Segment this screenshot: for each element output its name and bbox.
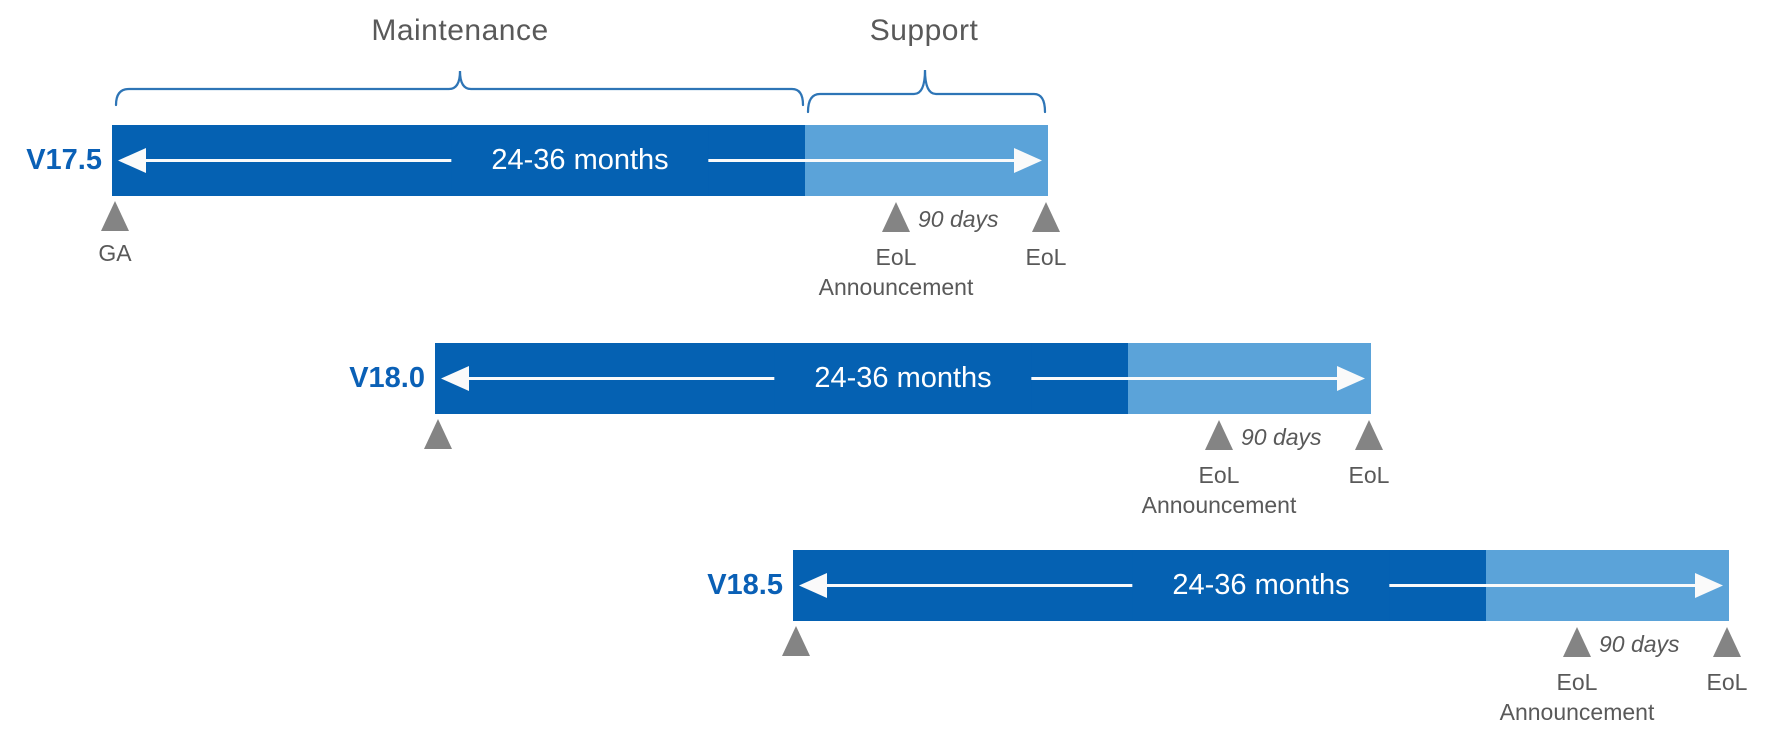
eol-announcement-marker-icon — [1563, 627, 1591, 657]
support-segment — [1128, 343, 1371, 414]
maintenance-phase-label: Maintenance — [371, 14, 549, 47]
eol-announcement-marker-icon — [882, 202, 910, 232]
eol-label: EoL — [1706, 669, 1748, 695]
support-brace — [806, 69, 1047, 114]
maintenance-segment — [435, 343, 1128, 414]
double-arrow-icon — [441, 366, 1365, 391]
support-phase-label: Support — [869, 14, 979, 47]
version-label: V18.5 — [707, 569, 783, 601]
eol-announcement-marker-icon — [1205, 420, 1233, 450]
eol-announcement-label-line2: Announcement — [818, 274, 974, 300]
ga-label: GA — [98, 240, 132, 266]
eol-marker-icon — [1032, 202, 1060, 232]
duration-label: 24-36 months — [1132, 550, 1390, 621]
eol-marker-icon — [1355, 420, 1383, 450]
version-label: V18.0 — [349, 362, 425, 394]
eol-announcement-label-line1: EoL — [1198, 462, 1240, 488]
ninety-days-label: 90 days — [1241, 424, 1322, 450]
maintenance-segment — [112, 125, 805, 196]
ga-marker-icon — [424, 419, 452, 449]
ninety-days-label: 90 days — [1599, 631, 1680, 657]
lifecycle-bar — [793, 550, 1729, 621]
eol-announcement-label-line2: Announcement — [1499, 699, 1655, 725]
eol-marker-icon — [1713, 627, 1741, 657]
double-arrow-icon — [799, 573, 1723, 598]
eol-announcement-label-line2: Announcement — [1141, 492, 1297, 518]
lifecycle-bar — [112, 125, 1048, 196]
eol-announcement-label-line1: EoL — [875, 244, 917, 270]
eol-label: EoL — [1348, 462, 1390, 488]
ga-marker-icon — [101, 201, 129, 231]
support-segment — [805, 125, 1048, 196]
ninety-days-label: 90 days — [918, 206, 999, 232]
version-label: V17.5 — [26, 144, 102, 176]
duration-label: 24-36 months — [774, 343, 1032, 414]
double-arrow-icon — [118, 148, 1042, 173]
duration-label: 24-36 months — [451, 125, 709, 196]
eol-label: EoL — [1025, 244, 1067, 270]
eol-announcement-label-line1: EoL — [1556, 669, 1598, 695]
lifecycle-bar — [435, 343, 1371, 414]
maintenance-segment — [793, 550, 1486, 621]
maintenance-brace — [114, 70, 805, 107]
ga-marker-icon — [782, 626, 810, 656]
support-segment — [1486, 550, 1729, 621]
